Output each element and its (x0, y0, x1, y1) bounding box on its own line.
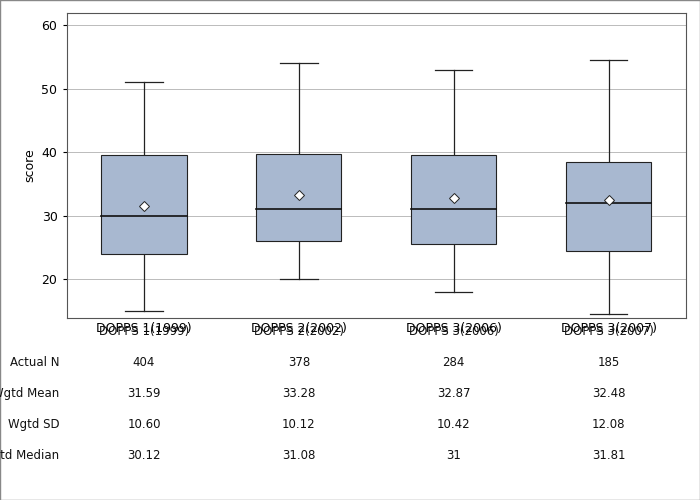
Text: 12.08: 12.08 (592, 418, 625, 431)
Text: DOPPS 3(2007): DOPPS 3(2007) (564, 325, 654, 338)
Bar (411, 156, 496, 244)
Text: DOPPS 2(2002): DOPPS 2(2002) (254, 325, 344, 338)
Text: 31: 31 (447, 449, 461, 462)
Text: Wgtd SD: Wgtd SD (8, 418, 60, 431)
Text: Actual N: Actual N (10, 356, 60, 369)
Bar (256, 154, 342, 242)
Text: 31.08: 31.08 (282, 449, 316, 462)
Text: 404: 404 (133, 356, 155, 369)
Text: 31.59: 31.59 (127, 387, 161, 400)
Bar (566, 162, 651, 251)
Text: Wgtd Median: Wgtd Median (0, 449, 60, 462)
Bar (102, 156, 186, 254)
Text: 31.81: 31.81 (592, 449, 625, 462)
Text: 10.42: 10.42 (437, 418, 470, 431)
Text: 33.28: 33.28 (282, 387, 316, 400)
Text: 30.12: 30.12 (127, 449, 161, 462)
Text: Wgtd Mean: Wgtd Mean (0, 387, 60, 400)
Text: 378: 378 (288, 356, 310, 369)
Text: 284: 284 (442, 356, 465, 369)
Y-axis label: score: score (23, 148, 36, 182)
Text: 185: 185 (597, 356, 620, 369)
Text: 10.60: 10.60 (127, 418, 161, 431)
Text: 32.48: 32.48 (592, 387, 625, 400)
Text: DOPPS 1(1999): DOPPS 1(1999) (99, 325, 189, 338)
Text: 32.87: 32.87 (437, 387, 470, 400)
Text: DOPPS 3(2006): DOPPS 3(2006) (409, 325, 498, 338)
Text: 10.12: 10.12 (282, 418, 316, 431)
